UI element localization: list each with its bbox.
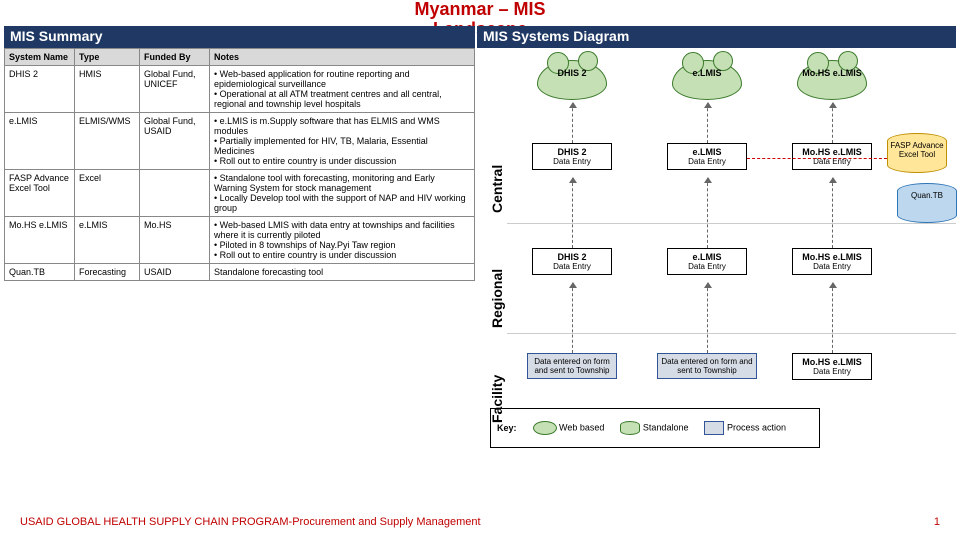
cyl-fasp: FASP Advance Excel Tool (887, 133, 947, 173)
cyl-quan: Quan.TB (897, 183, 957, 223)
facility-mohs-sub: Data Entry (796, 367, 868, 376)
facility-box-2: Data entered on form and sent to Townshi… (657, 353, 757, 379)
title-line1: Myanmar – MIS (414, 0, 545, 20)
cell-fund: Global Fund, USAID (140, 113, 210, 170)
facility-box-1: Data entered on form and sent to Townshi… (527, 353, 617, 379)
arrow-7 (572, 283, 573, 353)
cloud-elmis: e.LMIS (672, 60, 742, 100)
layer-central-label: Central (489, 165, 505, 213)
th-name: System Name (5, 49, 75, 66)
key-standalone: Standalone (643, 422, 689, 432)
key-cloud-icon (533, 421, 557, 435)
cell-name: Quan.TB (5, 264, 75, 281)
key-label: Key: (497, 423, 517, 433)
regional-dhis-title: DHIS 2 (536, 252, 608, 262)
table-row: DHIS 2HMISGlobal Fund, UNICEFWeb-based a… (5, 66, 475, 113)
divider-2 (507, 333, 956, 334)
cell-type: ELMIS/WMS (75, 113, 140, 170)
cell-fund: USAID (140, 264, 210, 281)
central-dhis: DHIS 2Data Entry (532, 143, 612, 170)
central-dhis-sub: Data Entry (536, 157, 608, 166)
regional-elmis: e.LMISData Entry (667, 248, 747, 275)
cell-notes: e.LMIS is m.Supply software that has ELM… (210, 113, 475, 170)
regional-elmis-title: e.LMIS (671, 252, 743, 262)
key-proc-icon (704, 421, 724, 435)
facility-mohs-title: Mo.HS e.LMIS (796, 357, 868, 367)
regional-mohs-title: Mo.HS e.LMIS (796, 252, 868, 262)
regional-mohs-sub: Data Entry (796, 262, 868, 271)
key-cyl-icon (620, 421, 640, 435)
arrow-8 (707, 283, 708, 353)
page-number: 1 (934, 516, 940, 528)
cell-notes: Standalone tool with forecasting, monito… (210, 170, 475, 217)
header-summary: MIS Summary (4, 26, 475, 48)
arrow-4 (572, 178, 573, 248)
footer-text: USAID GLOBAL HEALTH SUPPLY CHAIN PROGRAM… (20, 516, 481, 528)
arrow-6 (832, 178, 833, 248)
arrow-5 (707, 178, 708, 248)
arrow-h-fasp (747, 158, 887, 159)
table-row: e.LMISELMIS/WMSGlobal Fund, USAIDe.LMIS … (5, 113, 475, 170)
cell-fund (140, 170, 210, 217)
central-elmis: e.LMISData Entry (667, 143, 747, 170)
cell-type: Forecasting (75, 264, 140, 281)
arrow-2 (707, 103, 708, 143)
cell-name: Mo.HS e.LMIS (5, 217, 75, 264)
cell-type: e.LMIS (75, 217, 140, 264)
central-mohs: Mo.HS e.LMISData Entry (792, 143, 872, 170)
summary-table: System Name Type Funded By Notes DHIS 2H… (4, 48, 475, 281)
systems-diagram: Central Regional Facility DHIS 2 e.LMIS … (477, 48, 956, 448)
central-elmis-sub: Data Entry (671, 157, 743, 166)
cell-name: DHIS 2 (5, 66, 75, 113)
cloud-mohs: Mo.HS e.LMIS (797, 60, 867, 100)
table-row: Quan.TBForecastingUSAIDStandalone foreca… (5, 264, 475, 281)
regional-dhis: DHIS 2Data Entry (532, 248, 612, 275)
layer-regional-label: Regional (489, 269, 505, 328)
cloud-dhis: DHIS 2 (537, 60, 607, 100)
cell-notes: Standalone forecasting tool (210, 264, 475, 281)
arrow-9 (832, 283, 833, 353)
cell-name: e.LMIS (5, 113, 75, 170)
cell-notes: Web-based application for routine report… (210, 66, 475, 113)
central-mohs-title: Mo.HS e.LMIS (796, 147, 868, 157)
key-web: Web based (559, 422, 604, 432)
facility-mohs: Mo.HS e.LMISData Entry (792, 353, 872, 380)
divider-1 (507, 223, 956, 224)
key-legend: Key: Web based Standalone Process action (490, 408, 820, 448)
central-dhis-title: DHIS 2 (536, 147, 608, 157)
cell-fund: Mo.HS (140, 217, 210, 264)
cell-fund: Global Fund, UNICEF (140, 66, 210, 113)
regional-mohs: Mo.HS e.LMISData Entry (792, 248, 872, 275)
regional-dhis-sub: Data Entry (536, 262, 608, 271)
header-diagram: MIS Systems Diagram (477, 26, 956, 48)
th-notes: Notes (210, 49, 475, 66)
cell-name: FASP Advance Excel Tool (5, 170, 75, 217)
cell-type: Excel (75, 170, 140, 217)
central-elmis-title: e.LMIS (671, 147, 743, 157)
th-fund: Funded By (140, 49, 210, 66)
table-row: Mo.HS e.LMISe.LMISMo.HSWeb-based LMIS wi… (5, 217, 475, 264)
table-row: FASP Advance Excel ToolExcel Standalone t… (5, 170, 475, 217)
regional-elmis-sub: Data Entry (671, 262, 743, 271)
cell-notes: Web-based LMIS with data entry at townsh… (210, 217, 475, 264)
arrow-1 (572, 103, 573, 143)
key-process: Process action (727, 422, 786, 432)
th-type: Type (75, 49, 140, 66)
arrow-3 (832, 103, 833, 143)
cell-type: HMIS (75, 66, 140, 113)
